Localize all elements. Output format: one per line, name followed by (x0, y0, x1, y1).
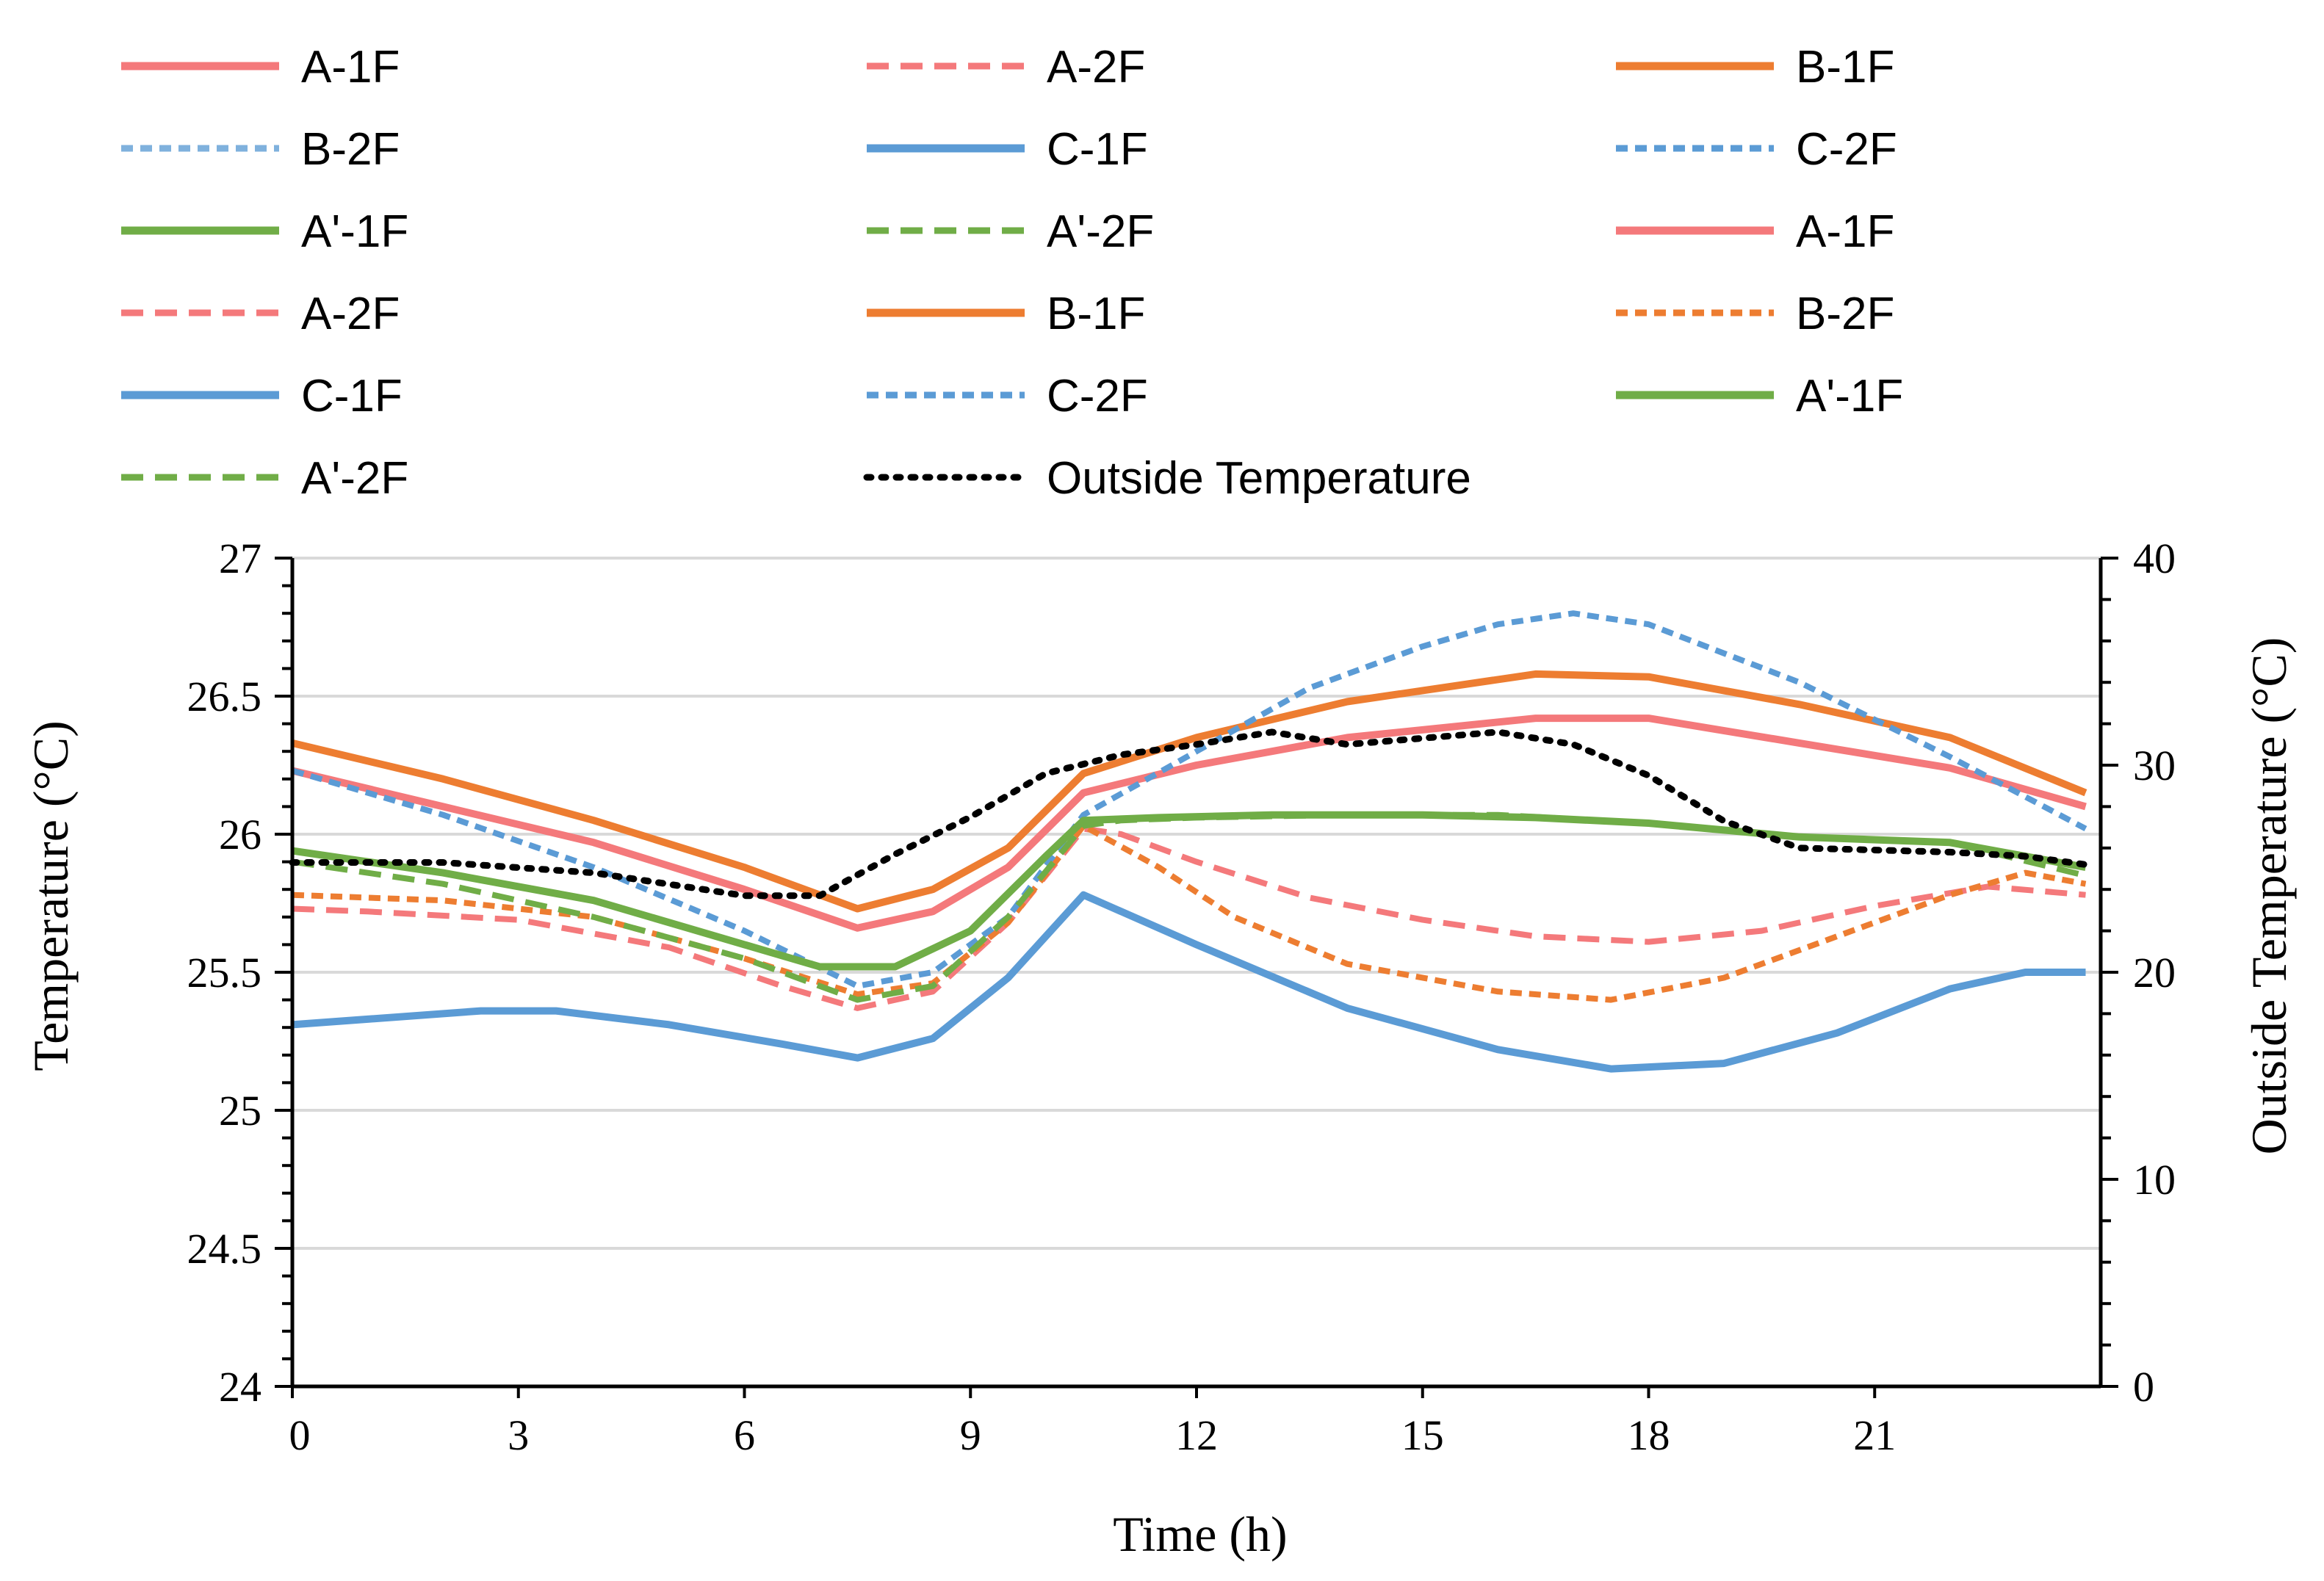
y-tick-label: 25 (219, 1087, 261, 1135)
series-line-a-2f (292, 825, 2086, 1011)
legend-label: Outside Temperature (1047, 453, 1471, 504)
series-line-b-2f (292, 822, 2087, 1003)
x-tick-label: 21 (1853, 1411, 1896, 1459)
legend-label: A'-2F (301, 453, 408, 504)
legend-label: B-2F (301, 124, 400, 175)
legend-label: A'-1F (1796, 371, 1903, 422)
series-line-outside-temperature (289, 728, 2089, 900)
x-tick-label: 3 (508, 1411, 529, 1459)
y-tick-label: 26.5 (187, 673, 262, 720)
legend-label: A-1F (1796, 206, 1894, 257)
y2-axis-title: Outside Temperature (°C) (2241, 637, 2297, 1155)
y2-tick-label: 0 (2133, 1363, 2154, 1411)
legend-label: B-2F (1796, 289, 1894, 339)
x-tick-label: 6 (734, 1411, 755, 1459)
series-line-c-1f (292, 891, 2086, 1073)
series-line-a-2f (292, 811, 2087, 1003)
legend-label: B-1F (1047, 289, 1145, 339)
legend-label: C-2F (1047, 371, 1148, 422)
y-tick-label: 24.5 (187, 1225, 262, 1273)
series-group (289, 610, 2089, 1073)
legend-label: C-1F (1047, 124, 1148, 175)
x-tick-label: 15 (1401, 1411, 1444, 1459)
legend: A-1F A-2F B-1F B-2F C-1F C-2F A'-1F A'-2F A-1F A-… (121, 42, 1903, 504)
axes: 24 24.5 25 25.5 26 26.5 27 0 10 20 30 40 0 3 6 9 12 15 18 2… (187, 535, 2176, 1459)
legend-label: A'-2F (1047, 206, 1154, 257)
series-line-b-1f (291, 670, 2087, 913)
legend-label: B-1F (1796, 42, 1894, 93)
gridlines (292, 557, 2101, 1250)
x-tick-label: 18 (1628, 1411, 1670, 1459)
x-axis-title: Time (h) (1113, 1506, 1287, 1562)
legend-label: A-2F (301, 289, 400, 339)
y2-tick-label: 10 (2133, 1156, 2176, 1204)
legend-label: A-2F (1047, 42, 1145, 93)
y-tick-label: 25.5 (187, 949, 262, 996)
x-tick-label: 12 (1175, 1411, 1218, 1459)
legend-label: A'-1F (301, 206, 408, 257)
y-tick-label: 27 (219, 535, 261, 582)
x-tick-label: 9 (960, 1411, 981, 1459)
x-tick-label: 0 (289, 1411, 311, 1459)
y-axis-title: Temperature (°C) (23, 720, 79, 1071)
y-tick-label: 26 (219, 811, 261, 858)
series-line-a-1f (291, 714, 2087, 932)
legend-label: C-2F (1796, 124, 1897, 175)
y2-tick-label: 20 (2133, 949, 2176, 996)
legend-label: A-1F (301, 42, 400, 93)
y2-tick-label: 30 (2133, 742, 2176, 789)
series-line-c-2f (291, 610, 2087, 989)
y-tick-label: 24 (219, 1363, 261, 1411)
legend-label: C-1F (301, 371, 403, 422)
y2-tick-label: 40 (2133, 535, 2176, 582)
